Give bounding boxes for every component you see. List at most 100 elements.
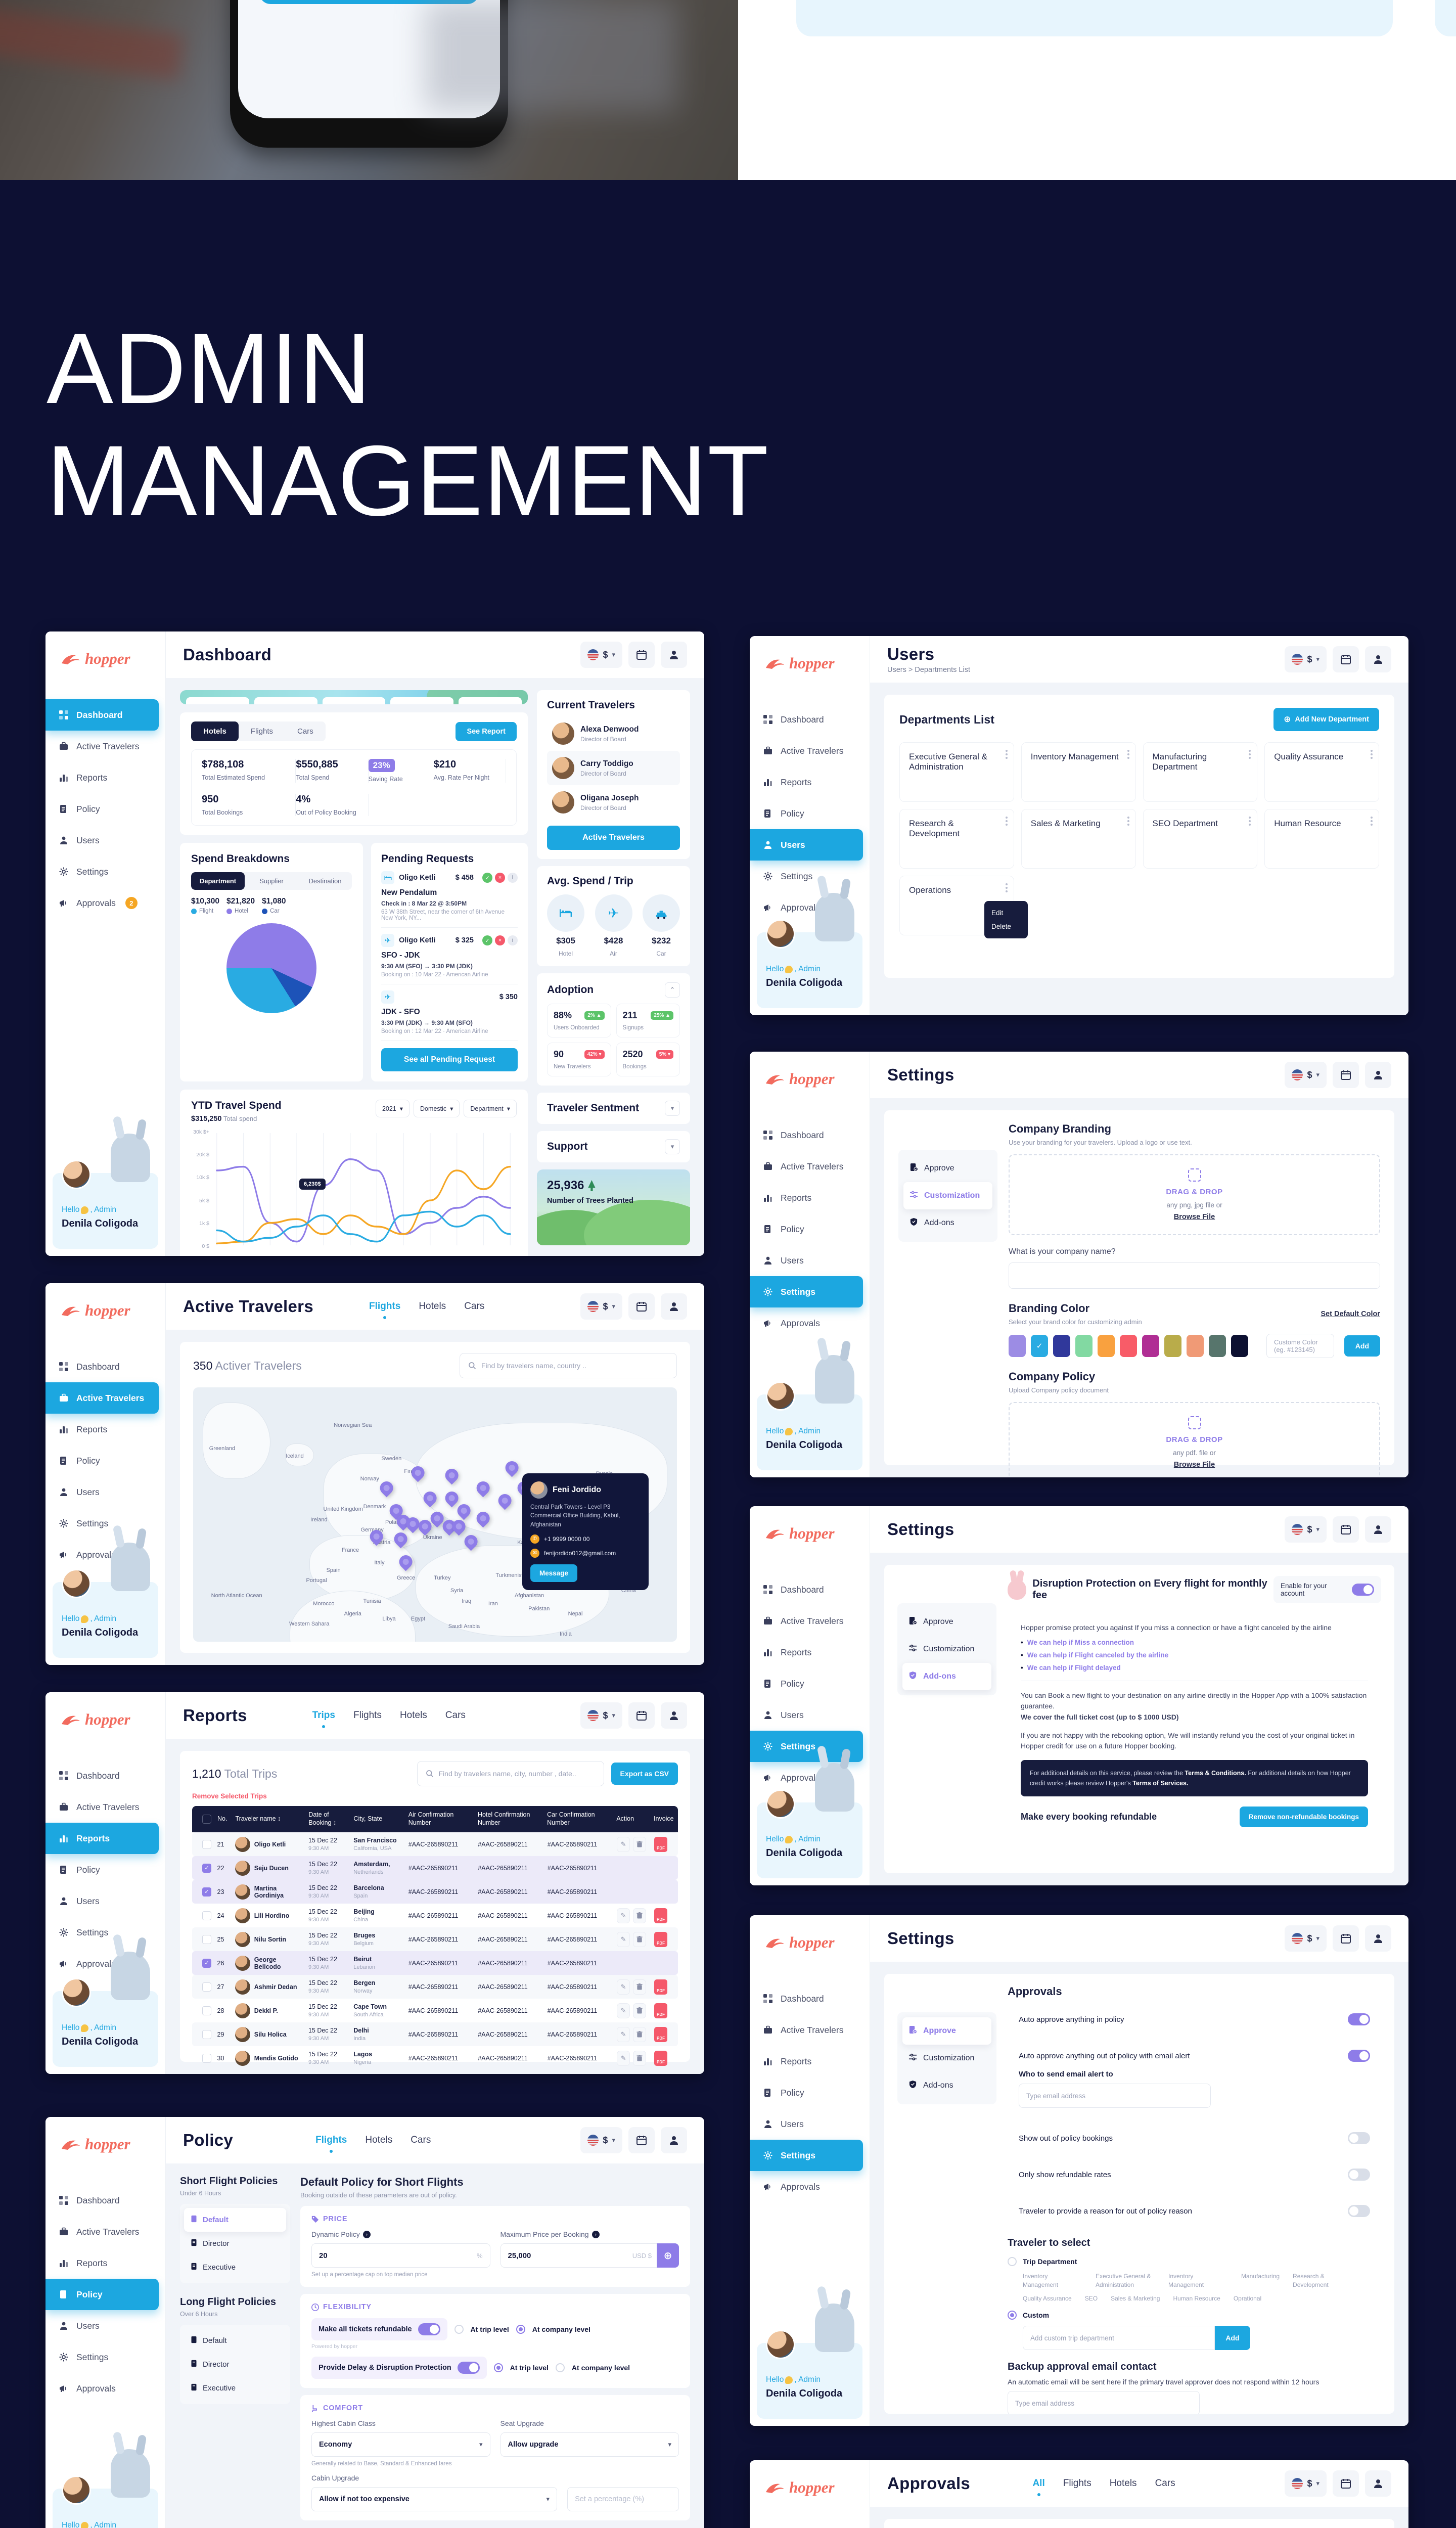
department-card[interactable]: Manufacturing Department — [1143, 742, 1258, 802]
backup-email-input[interactable]: Type email address — [1008, 2391, 1200, 2414]
admin-user-card[interactable]: Hello, Admin Denila Coligoda — [757, 1355, 862, 1470]
sidebar-item-approvals[interactable]: Approvals — [46, 2373, 165, 2404]
edit-button[interactable]: ✎ — [617, 1931, 630, 1947]
sidebar-item-policy[interactable]: Policy — [46, 1854, 165, 1885]
sidebar-item-dashboard[interactable]: Dashboard — [46, 2185, 165, 2216]
policy-tab-executive[interactable]: Executive — [184, 2255, 286, 2279]
admin-user-card[interactable]: Hello, Admin Denila Coligoda — [53, 1134, 158, 1249]
calendar-button[interactable] — [1333, 646, 1359, 672]
kebab-menu-icon[interactable] — [1127, 750, 1129, 760]
color-swatch[interactable] — [1209, 1335, 1226, 1357]
link-flight-canceled[interactable]: Flight canceled by the airline — [1075, 1651, 1169, 1659]
browse-file-link[interactable]: Browse File — [1173, 1213, 1215, 1221]
policy-tab-executive-long[interactable]: Executive — [184, 2376, 286, 2400]
sidebar-item-policy[interactable]: Policy — [750, 1213, 870, 1245]
currency-selector[interactable]: $ ▾ — [1285, 2470, 1327, 2497]
row-checkbox[interactable]: ✓ — [202, 1839, 211, 1849]
tab-add-ons[interactable]: Add-ons — [902, 1663, 991, 1690]
expand-button[interactable]: ▾ — [665, 1101, 680, 1116]
sidebar-item-settings[interactable]: Settings — [46, 1508, 165, 1539]
tab[interactable]: Flights — [250, 727, 274, 736]
see-report-button[interactable]: See Report — [259, 0, 479, 4]
pdf-invoice-icon[interactable]: PDF — [654, 1908, 668, 1923]
tab[interactable]: Destination — [308, 877, 342, 885]
seat-upgrade-select[interactable]: Allow upgrade ▾ — [500, 2432, 679, 2457]
reject-icon[interactable]: × — [495, 935, 505, 945]
edit-button[interactable]: ✎ — [617, 1836, 630, 1852]
info-icon[interactable]: › — [592, 2230, 600, 2238]
currency-selector[interactable]: $ ▾ — [1285, 1925, 1327, 1952]
color-swatch[interactable] — [1231, 1335, 1248, 1357]
table-row[interactable]: ✓ 30 Mendis Gotido 15 Dec 229:30 AM Lago… — [192, 2046, 678, 2070]
kebab-menu-icon[interactable] — [1005, 817, 1008, 827]
sidebar-item-settings[interactable]: Settings — [46, 1917, 165, 1948]
sidebar-item-active-travelers[interactable]: Active Travelers — [46, 1791, 165, 1823]
sidebar-item-settings[interactable]: Settings — [750, 1276, 863, 1307]
approve-icon[interactable]: ✓ — [482, 935, 492, 945]
auto-approve-toggle[interactable] — [1348, 2013, 1370, 2025]
tab-customization[interactable]: Customization — [902, 1636, 991, 1663]
sidebar-item-dashboard[interactable]: Dashboard — [750, 1119, 870, 1151]
row-checkbox[interactable]: ✓ — [202, 1982, 211, 1992]
tab-flights[interactable]: Flights — [353, 1710, 382, 1721]
sidebar-item-approvals[interactable]: Approvals — [750, 1762, 870, 1793]
pending-flight-item[interactable]: ✈ Oligo Ketli $ 325 ✓ × i — [381, 928, 518, 984]
sidebar-item-users[interactable]: Users — [750, 1245, 870, 1276]
edit-button[interactable]: ✎ — [617, 1908, 630, 1923]
terms-conditions-link[interactable]: Terms & Conditions. — [1185, 1770, 1246, 1777]
sidebar-item-active-travelers[interactable]: Active Travelers — [750, 2014, 870, 2046]
profile-button[interactable] — [660, 1293, 687, 1320]
sidebar-item-settings[interactable]: Settings — [750, 2140, 863, 2171]
custom-department-input[interactable]: Add custom trip department — [1023, 2326, 1215, 2351]
pdf-invoice-icon[interactable]: PDF — [654, 2003, 668, 2018]
kebab-menu-icon[interactable] — [1005, 883, 1008, 894]
tab-approve[interactable]: Approve — [903, 1155, 992, 1182]
sidebar-item-reports[interactable]: Reports — [46, 1823, 159, 1854]
disruption-toggle[interactable] — [457, 2362, 480, 2374]
sidebar-item-reports[interactable]: Reports — [46, 1414, 165, 1445]
sidebar-item-active-travelers[interactable]: Active Travelers — [750, 735, 870, 766]
trip-department-radio[interactable] — [1008, 2257, 1017, 2266]
pdf-invoice-icon[interactable]: PDF — [654, 1931, 668, 1947]
expand-button[interactable]: ▾ — [665, 1139, 680, 1154]
tab[interactable]: Hotels — [191, 721, 239, 741]
refundable-toggle[interactable] — [418, 2323, 440, 2335]
sidebar-item-policy[interactable]: Policy — [46, 793, 165, 825]
remove-nonrefundable-button[interactable]: Remove non-refundable bookings — [1239, 1807, 1368, 1828]
pending-flight-item[interactable]: ✈ $ 350 ✓ × i — [381, 984, 518, 1041]
policy-dropzone[interactable]: DRAG & DROP any pdf. file or Browse File — [1009, 1402, 1380, 1477]
traveler-row[interactable]: Alexa Denwood Director of Board — [547, 716, 680, 751]
table-row[interactable]: ✓ 26 George Belicodo 15 Dec 22 9:30 AM Be… — [192, 1951, 678, 1975]
traveler-row[interactable]: Carry Toddigo Director of Board — [547, 751, 680, 785]
sidebar-item-approvals[interactable]: Approvals — [750, 2171, 870, 2202]
kebab-menu-icon[interactable] — [1249, 817, 1251, 827]
sidebar-item-dashboard[interactable]: Dashboard — [750, 704, 870, 735]
sidebar-item-approvals[interactable]: Approvals — [46, 1948, 165, 1979]
color-swatch[interactable] — [1031, 1335, 1048, 1357]
sidebar-item-reports[interactable]: Reports — [46, 2247, 165, 2279]
profile-button[interactable] — [1365, 1062, 1391, 1088]
sidebar-item-reports[interactable]: Reports — [750, 1637, 870, 1668]
kebab-menu-icon[interactable] — [1127, 817, 1129, 827]
tab-add-ons[interactable]: Add-ons — [902, 2072, 991, 2099]
table-row[interactable]: ✓ 27 Ashmir Dedan 15 Dec 229:30 AM Berge… — [192, 1975, 678, 1999]
see-all-pending-button[interactable]: See all Pending Request — [381, 1048, 518, 1071]
tab-flights[interactable]: Flights — [315, 2135, 347, 2145]
color-swatch[interactable] — [1009, 1335, 1026, 1357]
calendar-button[interactable] — [628, 642, 655, 668]
sidebar-item-reports[interactable]: Reports — [750, 1182, 870, 1213]
sidebar-item-users[interactable]: Users — [46, 1885, 165, 1917]
tab-cars[interactable]: Cars — [464, 1301, 485, 1312]
department-card[interactable]: Inventory Management — [1021, 742, 1136, 802]
department-chip[interactable]: Oprational — [1233, 2294, 1262, 2302]
sidebar-item-policy[interactable]: Policy — [750, 2077, 870, 2108]
traveler-sentiment-card[interactable]: Traveler Sentment ▾ — [537, 1093, 690, 1124]
color-swatch[interactable] — [1120, 1335, 1137, 1357]
table-row[interactable]: ✓ 21 Oligo Ketli 15 Dec 229:30 AM San Fr… — [192, 1832, 678, 1856]
calendar-button[interactable] — [628, 1702, 655, 1729]
refundable-rates-toggle[interactable] — [1348, 2169, 1370, 2181]
sidebar-item-users[interactable]: Users — [750, 829, 863, 861]
profile-button[interactable] — [1364, 2470, 1391, 2497]
trip-level-radio[interactable] — [493, 2363, 503, 2372]
tab-add-ons[interactable]: Add-ons — [903, 1209, 992, 1237]
